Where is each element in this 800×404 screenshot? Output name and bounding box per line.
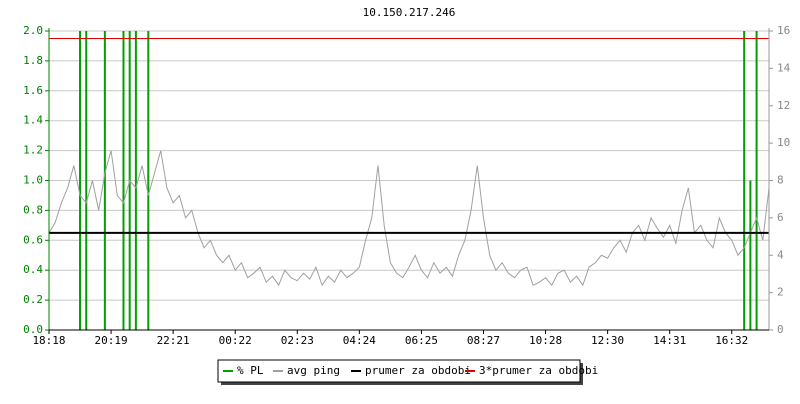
ping-line xyxy=(48,150,770,287)
y-tick-label: 0.6 xyxy=(23,233,43,246)
y2-tick-label: 12 xyxy=(777,99,790,112)
y-tick-label: 0.2 xyxy=(23,293,43,306)
y-tick-label: 0.0 xyxy=(23,323,43,336)
y-tick-label: 0.4 xyxy=(23,263,43,276)
x-tick-label: 18:18 xyxy=(32,334,65,347)
y-tick-label: 1.0 xyxy=(23,174,43,187)
y2-tick-label: 16 xyxy=(777,24,790,37)
chart-title: 10.150.217.246 xyxy=(363,6,456,19)
y2-tick-label: 8 xyxy=(777,174,784,187)
y2-tick-label: 0 xyxy=(777,323,784,336)
y2-tick-label: 14 xyxy=(777,61,791,74)
legend-label: % PL xyxy=(237,364,264,377)
y2-tick-label: 4 xyxy=(777,248,784,261)
y2-tick-label: 6 xyxy=(777,211,784,224)
legend-label: prumer za obdobi xyxy=(365,364,471,377)
x-tick-label: 10:28 xyxy=(529,334,562,347)
x-tick-label: 02:23 xyxy=(281,334,314,347)
y-tick-label: 1.4 xyxy=(23,114,43,127)
x-tick-label: 08:27 xyxy=(467,334,500,347)
x-tick-label: 14:31 xyxy=(653,334,686,347)
x-tick-label: 06:25 xyxy=(405,334,438,347)
legend-label: avg ping xyxy=(287,364,340,377)
y2-tick-label: 10 xyxy=(777,136,790,149)
x-tick-label: 12:30 xyxy=(591,334,624,347)
y-tick-label: 2.0 xyxy=(23,24,43,37)
legend xyxy=(217,359,581,383)
y-tick-label: 1.8 xyxy=(23,54,43,67)
y-tick-label: 1.2 xyxy=(23,144,43,157)
y2-tick-label: 2 xyxy=(777,286,784,299)
y-tick-label: 0.8 xyxy=(23,203,43,216)
x-tick-label: 00:22 xyxy=(219,334,252,347)
x-tick-label: 16:32 xyxy=(715,334,748,347)
legend-label: 3*prumer za obdobi xyxy=(479,364,598,377)
x-tick-label: 20:19 xyxy=(95,334,128,347)
y-tick-label: 1.6 xyxy=(23,84,43,97)
x-tick-label: 22:21 xyxy=(157,334,190,347)
x-tick-label: 04:24 xyxy=(343,334,376,347)
